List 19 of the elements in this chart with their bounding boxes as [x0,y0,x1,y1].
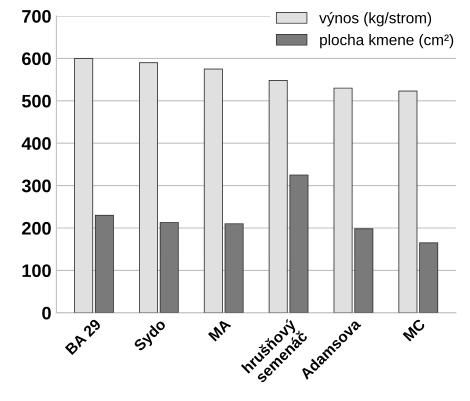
legend-label: plocha kmene (cm²) [320,34,454,48]
y-tick-label: 100 [22,264,51,278]
legend-label: výnos (kg/strom) [319,12,432,26]
bar [74,58,94,313]
x-tick-label: BA 29 [64,318,102,356]
y-tick-label: 200 [22,222,51,235]
x-tick-label: MC [402,318,426,342]
y-tick-label: 600 [22,52,51,66]
bar [268,80,288,313]
bar [334,88,353,313]
y-tick-label: 700 [22,10,51,23]
y-tick-label: 400 [22,137,51,150]
y-tick-label: 500 [22,94,51,108]
bar [354,228,374,313]
y-tick-label: 300 [22,180,51,192]
bar [289,174,308,313]
bar [94,214,114,313]
x-tick-label: MA [208,318,232,342]
y-tick-label: 0 [42,306,51,320]
